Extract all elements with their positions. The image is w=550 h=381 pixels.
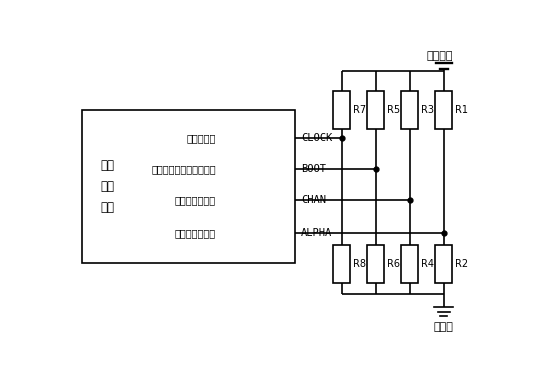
- Text: R5: R5: [387, 105, 400, 115]
- Text: 语音
识别
模块: 语音 识别 模块: [100, 159, 114, 214]
- Bar: [402, 245, 419, 283]
- Text: 输入方式选择端: 输入方式选择端: [175, 195, 216, 205]
- Text: ALPHA: ALPHA: [301, 229, 332, 239]
- Text: 调优输出设置端: 调优输出设置端: [175, 229, 216, 239]
- Bar: [333, 245, 350, 283]
- Text: CLOCK: CLOCK: [301, 133, 332, 143]
- Bar: [402, 91, 419, 129]
- Bar: [436, 91, 452, 129]
- Bar: [436, 245, 452, 283]
- Bar: [367, 91, 384, 129]
- Text: R8: R8: [353, 259, 366, 269]
- Text: BOOT: BOOT: [301, 164, 326, 174]
- Text: 降噪算法工作范围设置端: 降噪算法工作范围设置端: [151, 164, 216, 174]
- Bar: [81, 110, 295, 263]
- Bar: [367, 245, 384, 283]
- Text: 时钟选择端: 时钟选择端: [186, 133, 216, 143]
- Bar: [333, 91, 350, 129]
- Text: R1: R1: [455, 105, 468, 115]
- Text: R2: R2: [455, 259, 468, 269]
- Text: 电源正极: 电源正极: [426, 51, 453, 61]
- Text: CHAN: CHAN: [301, 195, 326, 205]
- Text: R3: R3: [421, 105, 434, 115]
- Text: R6: R6: [387, 259, 400, 269]
- Text: 电源地: 电源地: [434, 322, 454, 332]
- Text: R7: R7: [353, 105, 366, 115]
- Text: R4: R4: [421, 259, 434, 269]
